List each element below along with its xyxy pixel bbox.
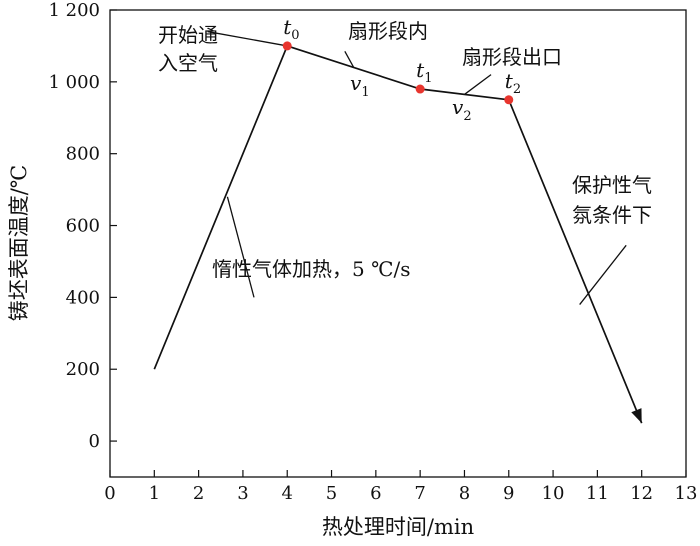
annotation-leader-line (579, 244, 627, 305)
x-axis-title: 热处理时间/min (322, 515, 474, 539)
key-point-marker (282, 41, 292, 51)
x-tick-label: 13 (675, 483, 698, 504)
annotation-leader-line (207, 30, 288, 47)
x-tick-label: 4 (282, 483, 293, 504)
annotation-leader-line (344, 50, 355, 68)
y-tick-label: 800 (66, 144, 100, 165)
y-tick-label: 1 200 (48, 0, 100, 21)
annotation-leader-line (464, 74, 492, 95)
x-tick-label: 11 (586, 483, 609, 504)
y-tick-label: 1 000 (48, 72, 100, 93)
x-tick-label: 5 (326, 483, 337, 504)
y-tick-label: 400 (66, 287, 100, 308)
y-axis-title: 铸坯表面温度/℃ (7, 165, 31, 322)
annotation-leaders (207, 30, 627, 305)
key-point-labels: t0 t1 t2 (283, 15, 521, 97)
plot-frame (109, 9, 687, 478)
x-tick-label: 3 (237, 483, 248, 504)
x-tick-label: 10 (542, 483, 565, 504)
arrow-head (631, 408, 642, 424)
key-point-label: t2 (505, 69, 521, 97)
x-tick-label: 8 (459, 483, 470, 504)
key-point-markers (282, 41, 514, 105)
y-tick-label: 0 (89, 431, 100, 452)
key-point-marker (504, 95, 514, 105)
annotation-protect-line1: 保护性气 (572, 173, 652, 197)
x-tick-label: 0 (104, 483, 115, 504)
x-tick-label: 7 (414, 483, 425, 504)
rate-label-v2: v2 (452, 95, 472, 124)
annotation-inert-heating: 惰性气体加热，5 ℃/s (212, 257, 410, 281)
x-axis: 0 1 2 3 4 5 6 7 8 9 10 11 12 13 (104, 470, 697, 504)
rate-label-v1: v1 (350, 71, 370, 100)
annotation-fan-exit: 扇形段出口 (462, 45, 562, 69)
x-tick-label: 9 (503, 483, 514, 504)
temperature-series-line (153, 44, 643, 424)
annotation-start-gas-line2: 入空气 (158, 51, 218, 75)
y-tick-label: 600 (66, 216, 100, 237)
y-axis: 0 200 400 600 800 1 000 1 200 (48, 0, 117, 452)
key-point-label: t1 (416, 58, 432, 86)
y-tick-label: 200 (66, 359, 100, 380)
annotation-start-gas-line1: 开始通 (158, 23, 218, 47)
key-point-marker (415, 84, 425, 94)
x-tick-label: 6 (370, 483, 381, 504)
annotation-fan-inner: 扇形段内 (348, 19, 428, 43)
x-tick-label: 2 (193, 483, 204, 504)
annotation-leader-line (226, 196, 255, 298)
annotation-protect-line2: 氛条件下 (572, 203, 652, 227)
x-tick-label: 12 (630, 483, 653, 504)
x-tick-label: 1 (149, 483, 160, 504)
key-point-label: t0 (283, 15, 299, 43)
